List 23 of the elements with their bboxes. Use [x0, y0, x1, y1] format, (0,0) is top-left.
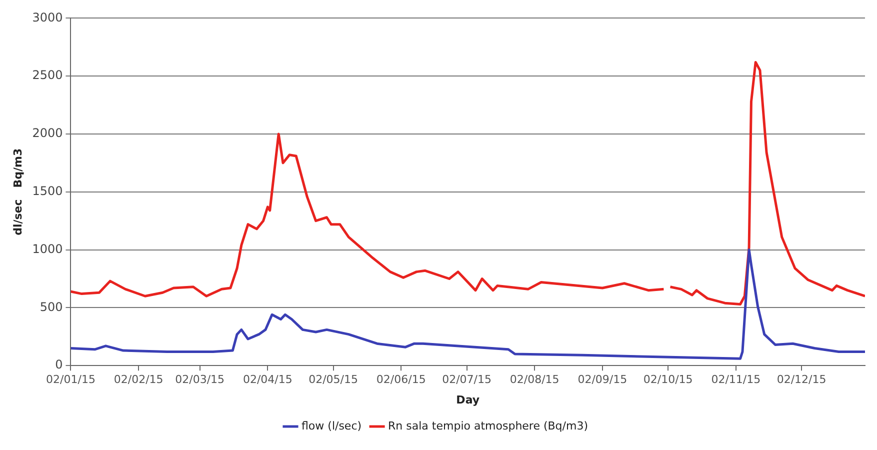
- y-tick-label: 1000: [32, 242, 63, 256]
- legend-label: Rn sala tempio atmosphere (Bq/m3): [388, 419, 588, 432]
- y-tick-label: 3000: [32, 10, 63, 24]
- legend-label: flow (l/sec): [301, 419, 362, 432]
- x-tick-label: 02/09/15: [578, 373, 628, 386]
- y-tick-label: 2000: [32, 126, 63, 140]
- x-tick-label: 02/12/15: [776, 373, 826, 386]
- y-tick-label: 2500: [32, 68, 63, 82]
- x-tick-label: 02/10/15: [643, 373, 693, 386]
- x-tick-label: 02/05/15: [308, 373, 358, 386]
- y-tick-label: 1500: [32, 184, 63, 198]
- y-tick-label: 0: [55, 358, 63, 372]
- x-tick-label: 02/11/15: [711, 373, 761, 386]
- x-tick-label: 02/01/15: [46, 373, 96, 386]
- x-tick-label: 02/02/15: [114, 373, 164, 386]
- x-tick-label: 02/03/15: [175, 373, 225, 386]
- x-tick-label: 02/04/15: [242, 373, 292, 386]
- x-tick-label: 02/06/15: [376, 373, 426, 386]
- x-axis-title: Day: [456, 393, 480, 406]
- x-tick-label: 02/07/15: [442, 373, 492, 386]
- x-tick-label: 02/08/15: [510, 373, 560, 386]
- y-tick-label: 500: [40, 300, 63, 314]
- y-axis-title: dl/sec Bq/m3: [11, 148, 24, 236]
